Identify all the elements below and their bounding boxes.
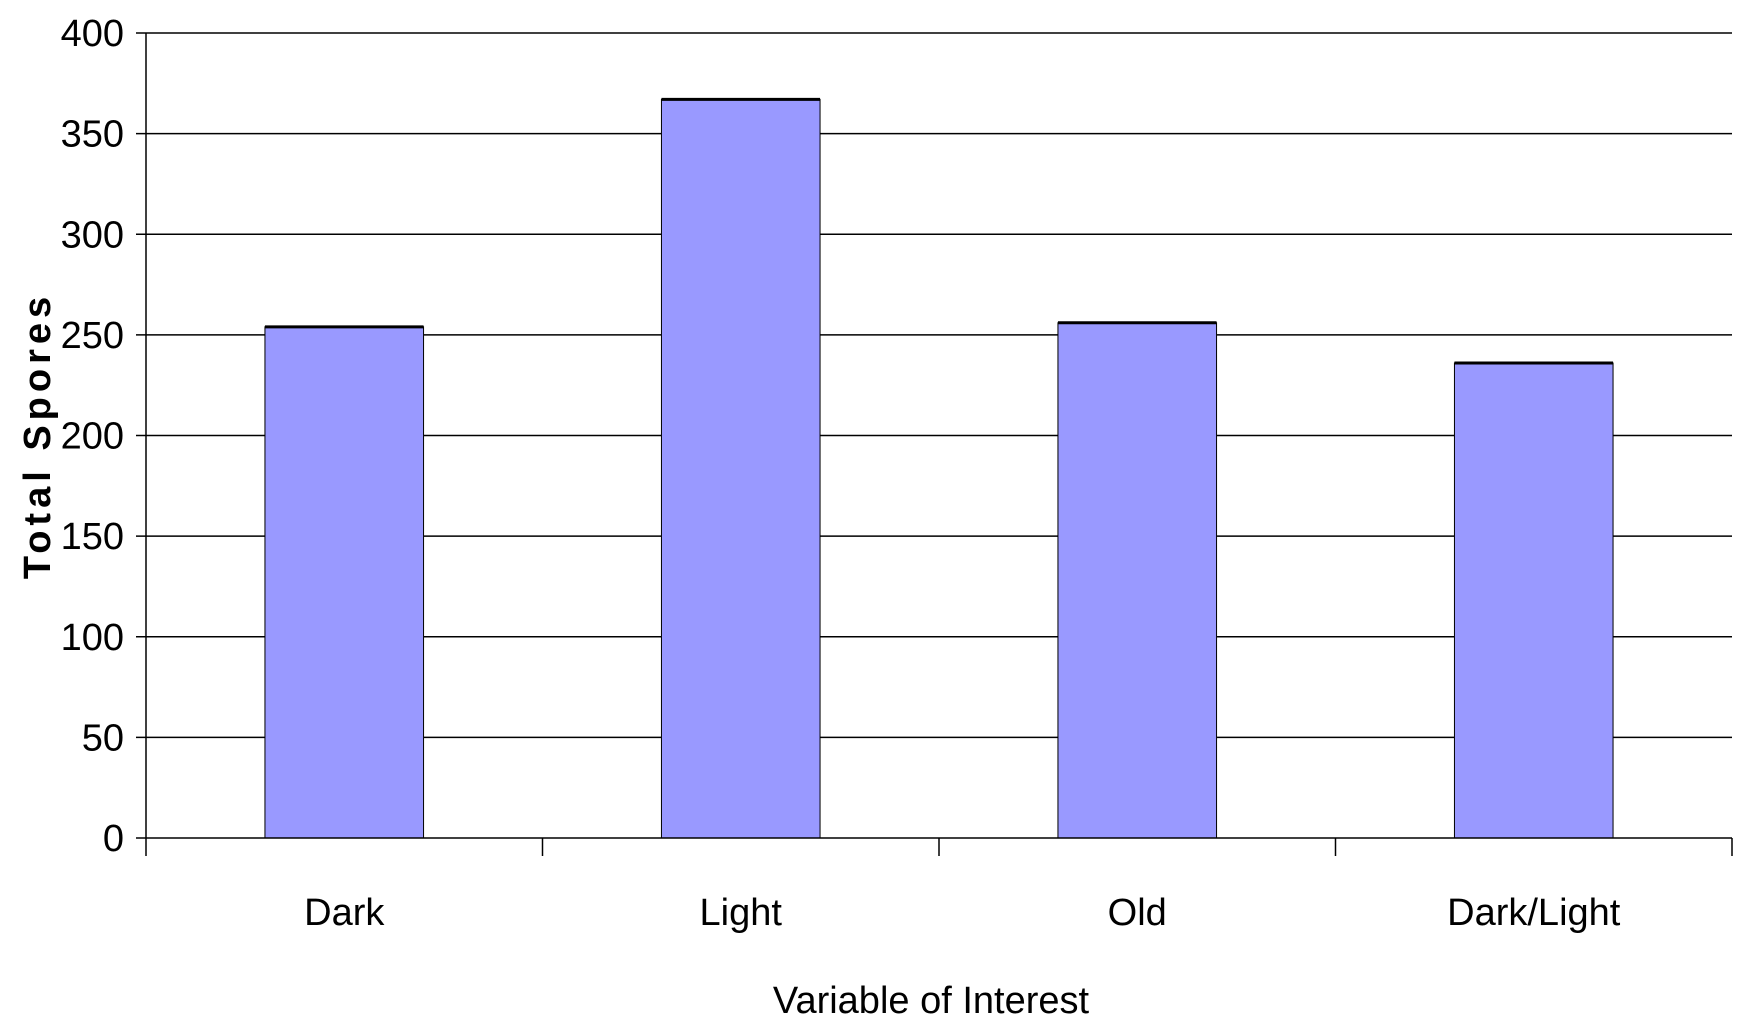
y-tick-label: 300 bbox=[61, 214, 124, 256]
axes bbox=[136, 32, 1733, 856]
bars bbox=[264, 97, 1614, 839]
y-tick-label: 350 bbox=[61, 114, 124, 156]
x-tick-label: Light bbox=[700, 892, 783, 934]
y-tick-label: 400 bbox=[61, 13, 124, 55]
x-tick-label: Dark/Light bbox=[1447, 892, 1621, 934]
y-axis-title: Total Spores bbox=[17, 292, 59, 579]
x-tick-label: Old bbox=[1108, 892, 1167, 934]
y-tick-label: 100 bbox=[61, 617, 124, 659]
y-tick-label: 200 bbox=[61, 416, 124, 458]
y-tick-label: 0 bbox=[103, 818, 124, 860]
x-tick-labels: Dark Light Old Dark/Light bbox=[304, 892, 1621, 934]
bar-old bbox=[1057, 322, 1218, 839]
bar-dark bbox=[264, 326, 425, 839]
bar-dark-light bbox=[1453, 362, 1614, 839]
x-tick-label: Dark bbox=[304, 892, 385, 934]
x-axis-title: Variable of Interest bbox=[773, 980, 1090, 1022]
y-tick-label: 50 bbox=[82, 717, 124, 759]
y-tick-label: 250 bbox=[61, 315, 124, 357]
y-tick-labels: 0 50 100 150 200 250 300 350 400 bbox=[61, 13, 124, 860]
bar-light bbox=[660, 98, 821, 839]
y-tick-label: 150 bbox=[61, 516, 124, 558]
